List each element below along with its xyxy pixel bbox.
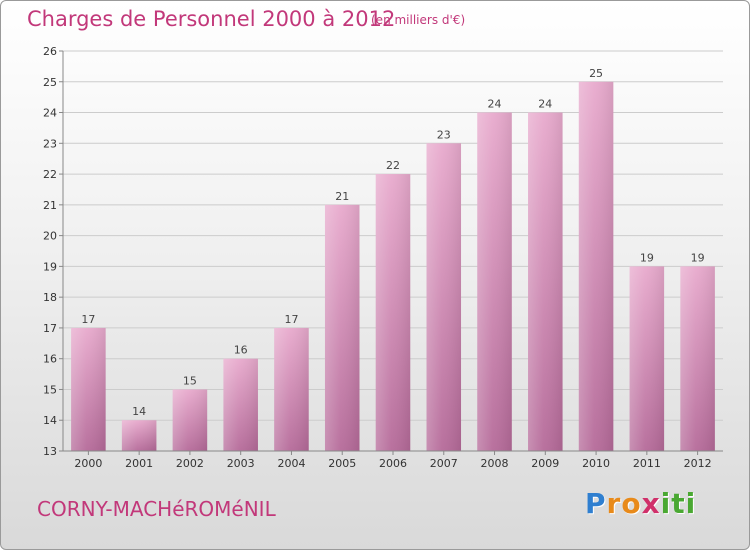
y-tick-label: 16	[43, 353, 57, 366]
bar-sheen	[223, 358, 258, 451]
bar-value-label: 17	[81, 313, 95, 326]
bar-sheen	[375, 174, 411, 452]
bar-value-label: 16	[234, 344, 248, 357]
bar-value-label: 24	[488, 98, 502, 111]
bar-value-label: 22	[386, 159, 400, 172]
bar-value-label: 14	[132, 405, 146, 418]
y-tick-label: 25	[43, 76, 57, 89]
x-tick-label: 2011	[633, 457, 661, 470]
y-tick-label: 22	[43, 168, 57, 181]
bar-value-label: 21	[335, 190, 349, 203]
bar-sheen	[274, 327, 309, 451]
y-tick-label: 19	[43, 260, 57, 273]
y-tick-label: 15	[43, 383, 57, 396]
logo-letter: t	[671, 487, 686, 520]
x-tick-label: 2009	[531, 457, 559, 470]
logo-letter: r	[606, 487, 622, 520]
logo-letter: i	[685, 487, 697, 520]
bar-value-label: 15	[183, 374, 197, 387]
y-tick-label: 14	[43, 414, 57, 427]
bar-sheen	[680, 266, 715, 451]
chart-title: Charges de Personnel 2000 à 2012	[27, 7, 396, 31]
proxiti-logo: Proxiti	[585, 487, 696, 520]
bar-sheen	[629, 266, 665, 451]
y-tick-label: 20	[43, 230, 57, 243]
x-tick-label: 2006	[379, 457, 407, 470]
commune-name: CORNY-MACHéROMéNIL	[37, 497, 276, 521]
bar-sheen	[426, 143, 462, 452]
y-tick-label: 24	[43, 107, 57, 120]
bar-value-label: 19	[640, 251, 654, 264]
x-tick-label: 2012	[684, 457, 712, 470]
x-tick-label: 2004	[277, 457, 305, 470]
y-tick-label: 13	[43, 445, 57, 458]
logo-letter: o	[621, 487, 642, 520]
bar-sheen	[172, 389, 208, 451]
bar-value-label: 19	[691, 251, 705, 264]
x-tick-label: 2002	[176, 457, 204, 470]
y-tick-label: 17	[43, 322, 57, 335]
bar-value-label: 24	[538, 98, 552, 111]
bar-sheen	[477, 112, 512, 452]
x-tick-label: 2003	[227, 457, 255, 470]
bar-sheen	[324, 204, 360, 451]
chart-subtitle: (en milliers d'€)	[371, 13, 466, 27]
x-tick-label: 2008	[481, 457, 509, 470]
bar-sheen	[528, 112, 563, 452]
bar-value-label: 23	[437, 128, 451, 141]
logo-letter: P	[585, 487, 607, 520]
y-tick-label: 18	[43, 291, 57, 304]
logo-letter: x	[641, 487, 661, 520]
bar-sheen	[71, 327, 106, 451]
x-tick-label: 2005	[328, 457, 356, 470]
bar-value-label: 17	[284, 313, 298, 326]
x-tick-label: 2010	[582, 457, 610, 470]
y-tick-label: 23	[43, 137, 57, 150]
bar-sheen	[121, 420, 157, 451]
bar-value-label: 25	[589, 67, 603, 80]
logo-letter: i	[660, 487, 672, 520]
bar-sheen	[578, 81, 614, 452]
y-tick-label: 26	[43, 45, 57, 58]
x-tick-label: 2000	[74, 457, 102, 470]
x-tick-label: 2007	[430, 457, 458, 470]
y-tick-label: 21	[43, 199, 57, 212]
x-tick-label: 2001	[125, 457, 153, 470]
